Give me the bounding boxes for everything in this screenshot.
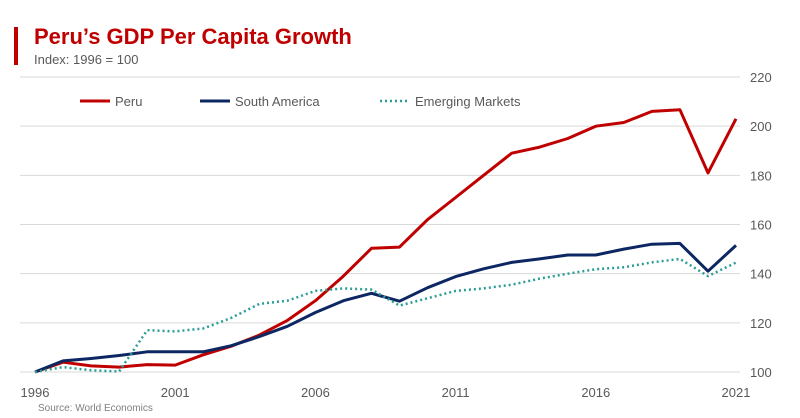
legend-label: Emerging Markets <box>415 94 521 109</box>
y-tick-label: 120 <box>750 316 772 331</box>
y-tick-label: 160 <box>750 218 772 233</box>
y-tick-label: 220 <box>750 70 772 85</box>
series-line-south-america <box>34 241 738 374</box>
y-tick-label: 200 <box>750 119 772 134</box>
y-tick-label: 180 <box>750 168 772 183</box>
legend-label: Peru <box>115 94 142 109</box>
x-tick-label: 2001 <box>161 385 190 400</box>
title-accent-bar <box>14 27 18 65</box>
y-tick-label: 140 <box>750 267 772 282</box>
legend-label: South America <box>235 94 320 109</box>
y-tick-label: 100 <box>750 365 772 380</box>
x-tick-label: 2006 <box>301 385 330 400</box>
source-note: Source: World Economics <box>38 403 153 414</box>
series-line-peru <box>34 108 738 374</box>
series-line-emerging-markets <box>34 257 737 374</box>
x-tick-label: 2011 <box>442 385 470 400</box>
x-tick-label: 2021 <box>722 385 751 400</box>
chart-subtitle: Index: 1996 = 100 <box>34 52 139 67</box>
chart-title: Peru’s GDP Per Capita Growth <box>34 24 352 49</box>
x-tick-label: 1996 <box>21 385 50 400</box>
x-tick-label: 2016 <box>581 385 610 400</box>
